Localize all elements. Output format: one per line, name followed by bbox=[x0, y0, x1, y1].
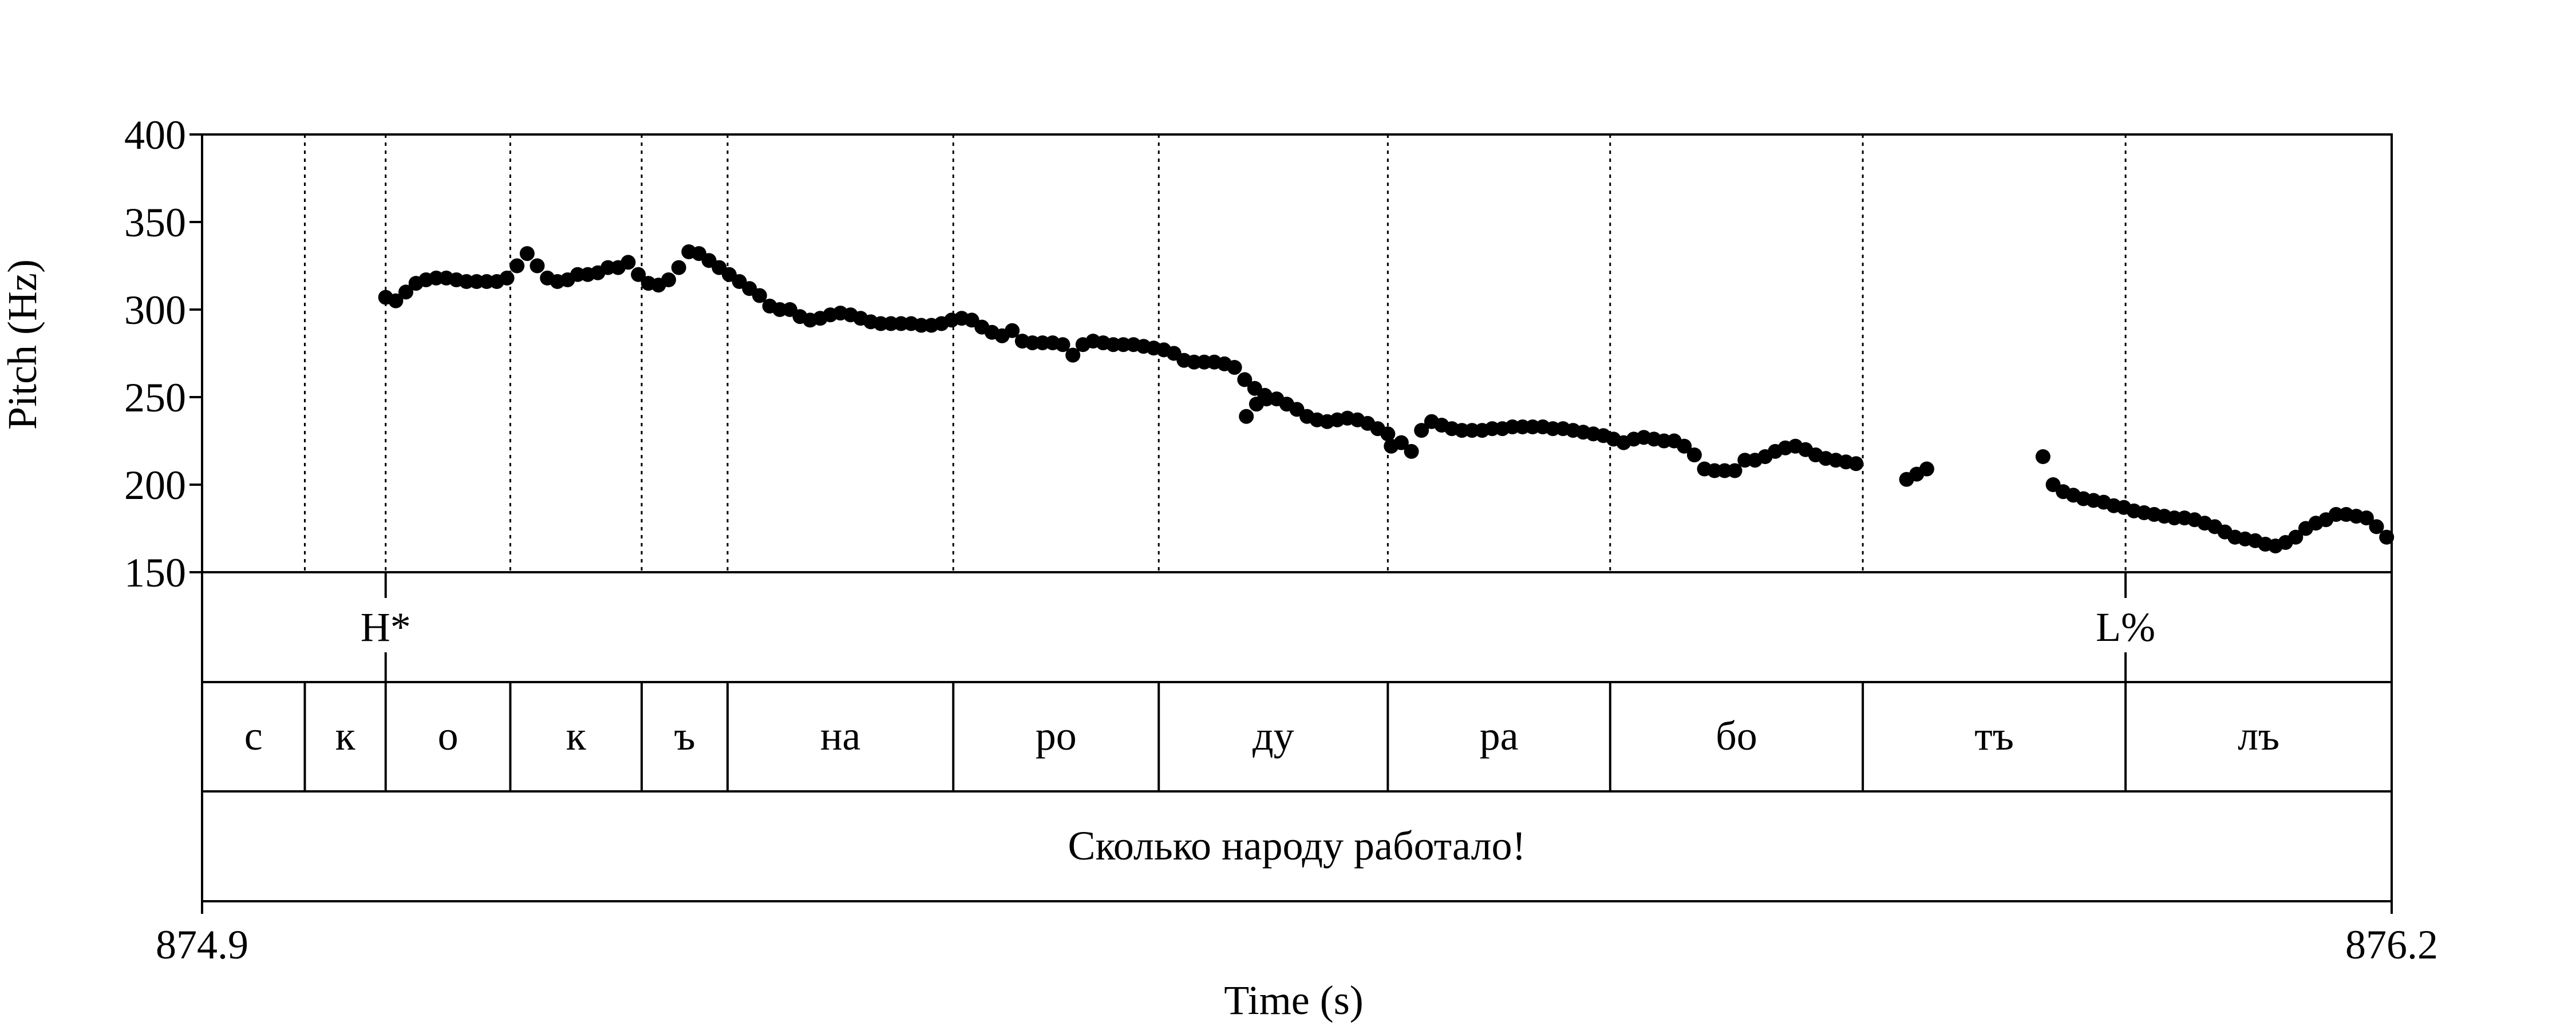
pitch-point bbox=[1727, 463, 1743, 478]
y-tick-label: 300 bbox=[124, 287, 186, 333]
syllable-label: к bbox=[335, 713, 356, 759]
tone-label: H* bbox=[361, 604, 411, 650]
syllable-label: тъ bbox=[1974, 713, 2014, 759]
pitch-point bbox=[671, 260, 686, 275]
y-tick-label: 200 bbox=[124, 462, 186, 508]
syllable-label: ро bbox=[1036, 713, 1077, 759]
outer-frame bbox=[201, 133, 2393, 902]
pitch-point bbox=[1239, 409, 1254, 424]
syllable-label: к bbox=[566, 713, 587, 759]
pitch-point bbox=[388, 293, 404, 308]
pitch-point bbox=[1393, 435, 1409, 450]
pitch-point bbox=[398, 284, 413, 300]
pitch-point bbox=[519, 246, 535, 262]
syllable-label: на bbox=[820, 713, 861, 759]
pitch-point bbox=[2358, 510, 2374, 526]
sentence-label: Сколько народу работало! bbox=[1068, 823, 1526, 869]
syllable-label: ду bbox=[1253, 713, 1294, 759]
pitch-point bbox=[1237, 372, 1253, 387]
x-tick-label: 874.9 bbox=[156, 922, 248, 968]
pitch-point bbox=[1848, 456, 1864, 472]
syllable-label: ра bbox=[1480, 713, 1519, 759]
pitch-point bbox=[1686, 447, 1702, 462]
y-tick-label: 250 bbox=[124, 375, 186, 421]
pitch-point bbox=[631, 267, 646, 282]
pitch-point bbox=[661, 272, 676, 287]
pitch-point bbox=[621, 255, 636, 270]
pitch-point bbox=[1414, 423, 1429, 438]
pitch-points bbox=[378, 244, 2395, 554]
pitch-point bbox=[2035, 449, 2050, 464]
pitch-point bbox=[1065, 347, 1081, 363]
segment-boundaries bbox=[303, 134, 2127, 791]
pitch-point bbox=[1005, 323, 1020, 338]
pitch-point bbox=[1380, 426, 1396, 442]
pitch-point bbox=[752, 288, 767, 303]
syllable-label: лъ bbox=[2238, 713, 2279, 759]
pitch-point bbox=[2379, 529, 2395, 545]
y-tick-label: 350 bbox=[124, 200, 186, 245]
y-axis-label: Pitch (Hz) bbox=[0, 259, 45, 430]
annotation-tiers: H* L% с к о к ъ на ро ду ра бо тъ лъ Сколько народу ра… bbox=[244, 604, 2279, 869]
syllable-label: о bbox=[438, 713, 459, 759]
pitch-point bbox=[509, 258, 525, 274]
pitch-point bbox=[1404, 443, 1419, 459]
pitch-point bbox=[2288, 529, 2304, 545]
y-tick-label: 150 bbox=[124, 550, 186, 596]
pitch-point bbox=[530, 258, 545, 274]
pitch-point bbox=[1677, 438, 1692, 454]
y-tick-label: 400 bbox=[124, 112, 186, 158]
x-axis-label: Time (s) bbox=[1224, 977, 1363, 1023]
syllable-label: с bbox=[244, 713, 263, 759]
axes: 150 200 250 300 350 400 874.9 876.2 bbox=[124, 112, 2438, 968]
pitch-point bbox=[1055, 337, 1070, 352]
pitch-point bbox=[499, 270, 515, 286]
syllable-label: ъ bbox=[674, 713, 695, 759]
pitch-point bbox=[2369, 519, 2384, 534]
pitch-plot-frame bbox=[201, 133, 2393, 902]
x-tick-label: 876.2 bbox=[2345, 922, 2438, 968]
syllable-label: бо bbox=[1716, 713, 1757, 759]
pitch-point bbox=[1919, 461, 1934, 477]
tone-label: L% bbox=[2096, 604, 2155, 650]
pitch-point bbox=[1227, 360, 1242, 375]
